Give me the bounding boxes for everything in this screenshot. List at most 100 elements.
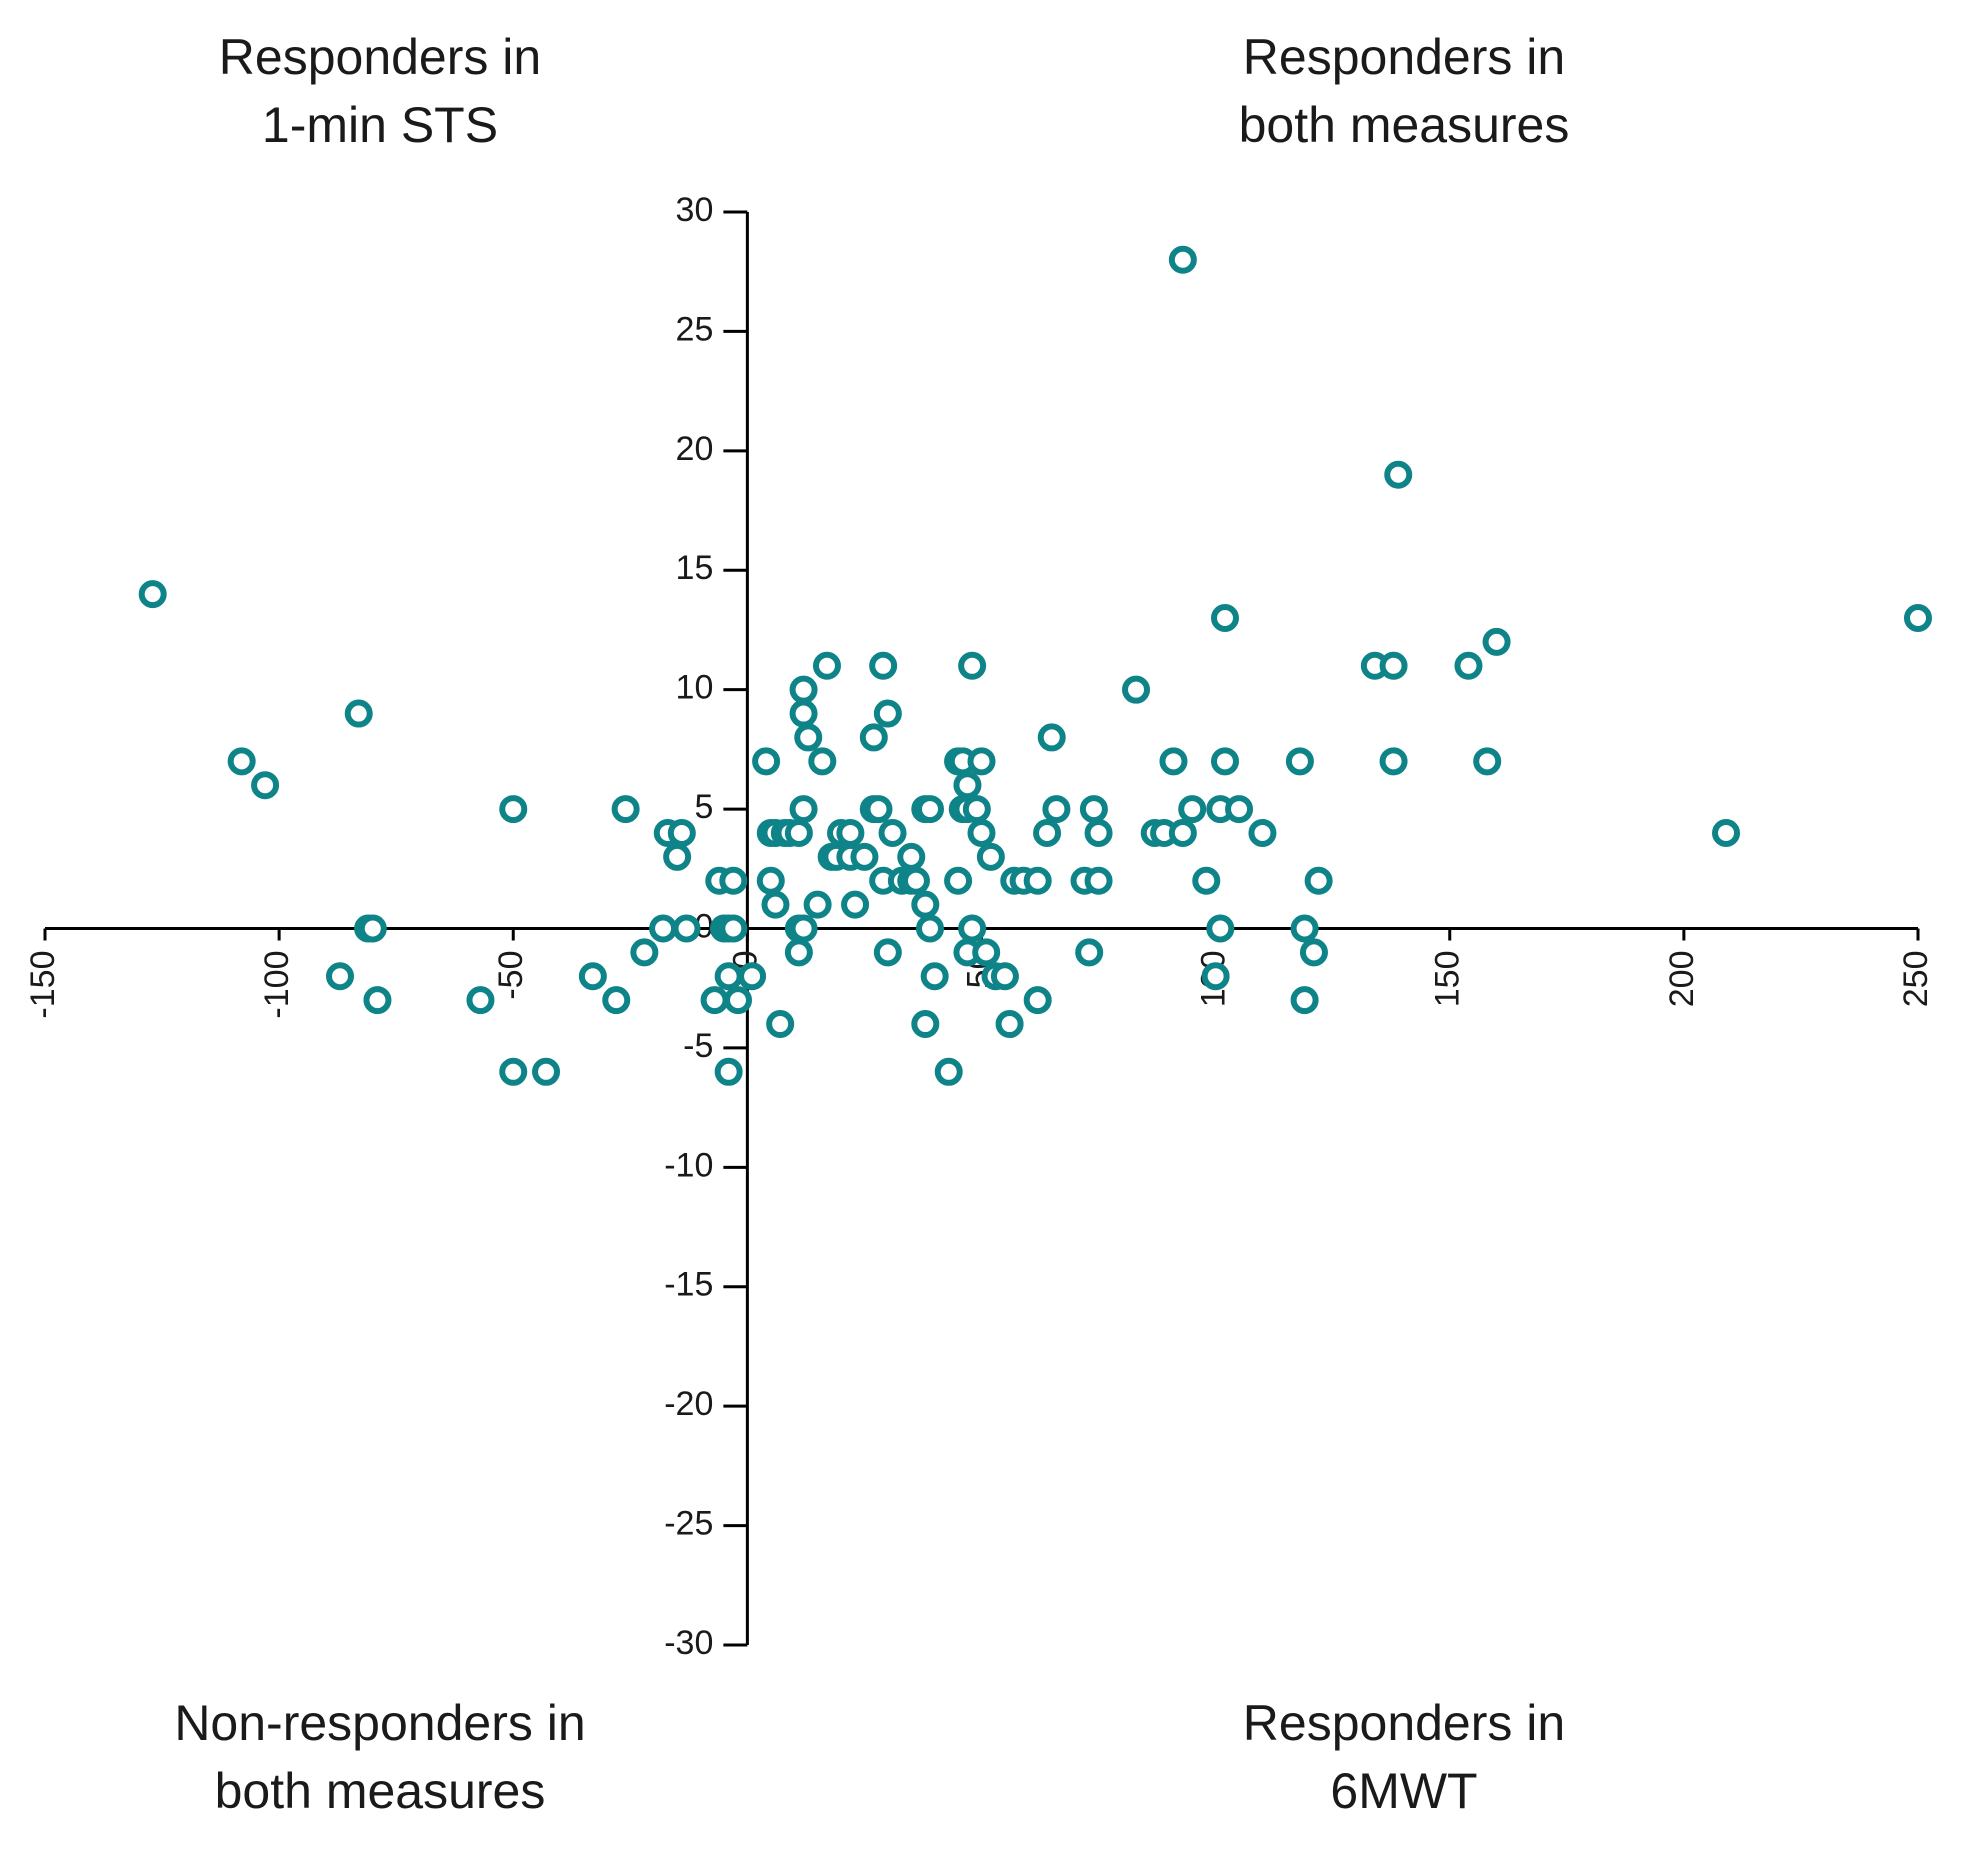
y-tick-label: -15 <box>664 1266 713 1304</box>
y-tick-label: 25 <box>676 310 714 348</box>
data-point <box>803 890 832 919</box>
data-point <box>873 699 902 728</box>
data-point <box>1290 914 1319 943</box>
data-point <box>724 986 753 1015</box>
data-point <box>784 818 813 847</box>
data-point <box>784 938 813 967</box>
data-point <box>578 962 607 991</box>
data-point <box>1473 747 1502 776</box>
data-point <box>1075 938 1104 967</box>
data-point <box>752 747 781 776</box>
data-point <box>812 651 841 680</box>
data-point <box>962 795 991 824</box>
data-point <box>1037 723 1066 752</box>
data-point <box>766 1010 795 1039</box>
y-tick-label: -30 <box>664 1624 713 1662</box>
quadrant-label-bottom-right-line2: 6MWT <box>1330 1763 1477 1819</box>
data-point <box>358 914 387 943</box>
data-point <box>972 938 1001 967</box>
data-point <box>915 914 944 943</box>
axes: -150-100-50050100150200250302520151050-5… <box>24 191 1935 1662</box>
quadrant-label-bottom-left-line1: Non-responders in <box>174 1695 585 1751</box>
data-point <box>789 675 818 704</box>
data-point <box>663 842 692 871</box>
data-point <box>1042 795 1071 824</box>
data-point <box>1210 747 1239 776</box>
y-tick-label: 0 <box>694 907 713 945</box>
data-point <box>859 723 888 752</box>
data-point <box>789 795 818 824</box>
data-point <box>251 771 280 800</box>
data-point <box>1122 675 1151 704</box>
y-tick-label: -10 <box>664 1146 713 1184</box>
data-point <box>808 747 837 776</box>
data-point <box>1159 747 1188 776</box>
quadrant-label-top-left-line1: Responders in <box>219 29 541 85</box>
data-point <box>344 699 373 728</box>
data-point <box>1225 795 1254 824</box>
y-tick-label: -25 <box>664 1505 713 1543</box>
data-point <box>1168 245 1197 274</box>
data-point <box>1384 460 1413 489</box>
quadrant-label-top-right-line2: both measures <box>1239 97 1570 153</box>
data-point <box>1379 747 1408 776</box>
data-point <box>958 651 987 680</box>
quadrant-label-top-right: Responders in both measures <box>1239 29 1570 153</box>
data-point <box>630 938 659 967</box>
data-point <box>325 962 354 991</box>
data-point <box>873 938 902 967</box>
data-point <box>738 962 767 991</box>
data-point <box>789 914 818 943</box>
data-point <box>499 1057 528 1086</box>
y-tick-label: -5 <box>683 1027 713 1065</box>
data-point <box>1192 866 1221 895</box>
data-point <box>1285 747 1314 776</box>
data-point <box>672 914 701 943</box>
quadrant-label-top-right-line1: Responders in <box>1243 29 1565 85</box>
data-point <box>719 866 748 895</box>
data-point <box>1023 866 1052 895</box>
data-point <box>1379 651 1408 680</box>
data-point <box>719 914 748 943</box>
quadrant-label-bottom-left-line2: both measures <box>215 1763 546 1819</box>
data-point <box>1290 986 1319 1015</box>
data-points <box>138 245 1932 1086</box>
data-point <box>1084 866 1113 895</box>
data-point <box>789 699 818 728</box>
data-point <box>836 818 865 847</box>
data-point <box>700 986 729 1015</box>
data-point <box>1033 818 1062 847</box>
data-point <box>911 1010 940 1039</box>
data-point <box>920 962 949 991</box>
quadrant-label-bottom-left: Non-responders in both measures <box>174 1695 585 1819</box>
data-point <box>953 771 982 800</box>
data-point <box>532 1057 561 1086</box>
data-point <box>911 890 940 919</box>
data-point <box>611 795 640 824</box>
data-point <box>901 866 930 895</box>
data-point <box>649 914 678 943</box>
data-point <box>976 842 1005 871</box>
data-point <box>227 747 256 776</box>
y-tick-label: 20 <box>676 430 714 468</box>
y-tick-label: 5 <box>694 788 713 826</box>
data-point <box>138 580 167 609</box>
data-point <box>958 914 987 943</box>
data-point <box>1904 604 1932 633</box>
data-point <box>1178 795 1207 824</box>
quadrant-label-bottom-right-line1: Responders in <box>1243 1695 1565 1751</box>
data-point <box>897 842 926 871</box>
data-point <box>602 986 631 1015</box>
data-point <box>1206 914 1235 943</box>
y-tick-label: 10 <box>676 669 714 707</box>
data-point <box>944 866 973 895</box>
x-tick-label: 150 <box>1429 951 1467 1008</box>
data-point <box>841 890 870 919</box>
data-point <box>967 747 996 776</box>
data-point <box>794 723 823 752</box>
data-point <box>1248 818 1277 847</box>
quadrant-label-top-left-line2: 1-min STS <box>262 97 498 153</box>
y-tick-label: 30 <box>676 191 714 229</box>
x-tick-label: -100 <box>258 951 296 1019</box>
